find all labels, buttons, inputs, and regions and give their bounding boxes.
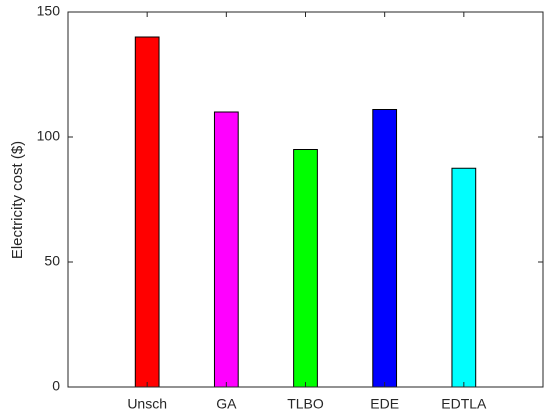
x-tick-label: TLBO <box>287 396 324 412</box>
y-tick-label: 0 <box>52 378 60 394</box>
bar <box>451 167 477 388</box>
y-tick-label: 150 <box>37 3 61 19</box>
bar <box>293 149 318 388</box>
y-tick-label: 100 <box>37 128 61 144</box>
bar <box>372 109 398 388</box>
bar <box>213 111 239 388</box>
y-axis-label: Electricity cost ($) <box>9 141 26 259</box>
x-tick-label: EDE <box>370 396 399 412</box>
bar <box>134 36 160 388</box>
x-tick-label: GA <box>216 396 237 412</box>
axes-box <box>67 11 544 388</box>
y-tick-label: 50 <box>44 253 60 269</box>
x-tick-label: EDTLA <box>441 396 487 412</box>
x-tick-label: Unsch <box>127 396 167 412</box>
